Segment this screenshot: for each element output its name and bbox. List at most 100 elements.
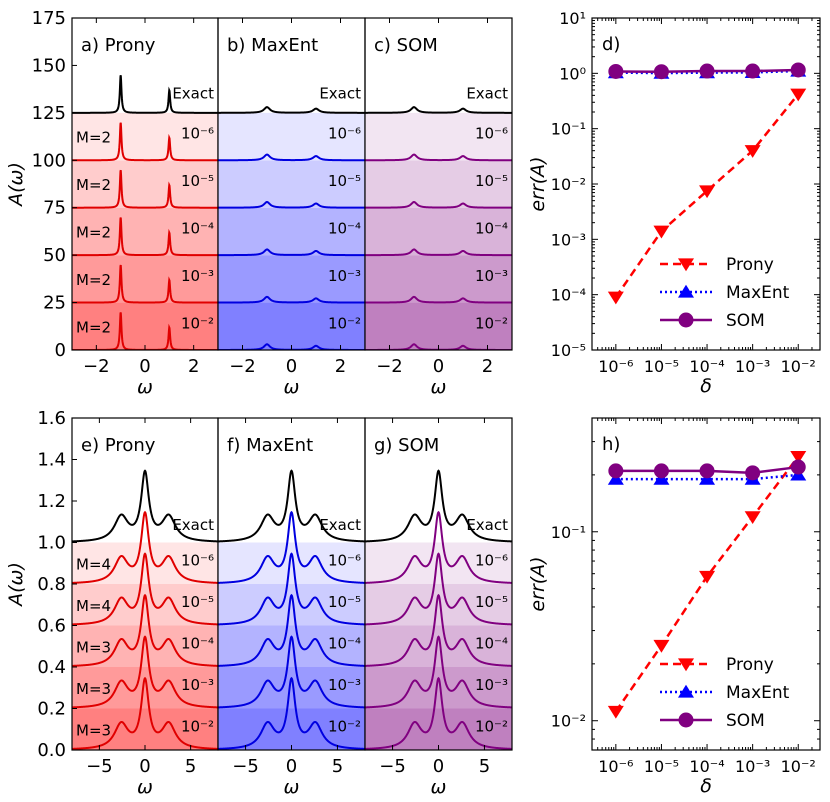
noise-band-2 (218, 255, 365, 303)
x-axis-label: ω (137, 776, 153, 798)
noise-level-label: 10⁻⁴ (475, 634, 508, 652)
noise-band-3 (72, 625, 218, 667)
exact-curve (218, 106, 365, 114)
y-tick-label: 0.8 (37, 574, 66, 595)
noise-band-4 (72, 160, 218, 208)
x-tick-label: −5 (379, 756, 406, 777)
spectrum-curve-4 (72, 552, 218, 626)
model-order-label: M=4 (76, 597, 111, 615)
spectrum-curve-4 (218, 552, 365, 626)
noise-level-label: 10⁻⁶ (181, 551, 214, 569)
plot-area (218, 469, 365, 750)
noise-level-label: 10⁻⁵ (181, 172, 214, 190)
noise-level-label: 10⁻³ (181, 267, 214, 285)
noise-level-label: 10⁻⁶ (475, 551, 508, 569)
noise-level-label: 10⁻² (181, 717, 214, 735)
x-tick-label: 5 (479, 756, 490, 777)
marker-triangle-down (678, 658, 694, 672)
noise-band-4 (218, 584, 365, 626)
panel-label: d) (602, 34, 620, 55)
y-axis-label: A(ω) (5, 562, 27, 608)
noise-band-4 (365, 584, 512, 626)
series-prony (607, 88, 807, 305)
model-order-label: M=2 (76, 318, 111, 336)
model-order-label: M=4 (76, 555, 111, 573)
spectrum-curve-2 (365, 635, 512, 709)
model-order-label: M=2 (76, 129, 111, 147)
y-tick-label: 125 (32, 103, 66, 124)
x-tick-label: 0 (286, 756, 297, 777)
exact-curve (218, 469, 365, 543)
noise-level-label: 10⁻³ (475, 676, 508, 694)
spectrum-curve-2 (72, 264, 218, 304)
model-order-label: M=3 (76, 721, 111, 739)
exact-curve (365, 106, 512, 114)
x-tick-label: 10⁻³ (735, 757, 770, 776)
exact-label: Exact (172, 516, 214, 534)
noise-band-3 (365, 625, 512, 667)
y-tick-label: 1.6 (37, 408, 66, 429)
spectrum-curve-1 (365, 676, 512, 750)
noise-band-1 (365, 302, 512, 350)
x-tick-label: 2 (188, 356, 199, 377)
noise-band-3 (218, 625, 365, 667)
noise-level-label: 10⁻² (328, 717, 361, 735)
y-tick-label: 10⁻⁵ (551, 341, 586, 360)
exact-curve (72, 75, 218, 114)
noise-band-1 (218, 302, 365, 350)
noise-level-label: 10⁻⁶ (328, 125, 361, 143)
y-tick-label: 150 (32, 55, 66, 76)
y-tick-label: 0.4 (37, 657, 66, 678)
marker-circle (653, 64, 669, 80)
noise-band-5 (365, 542, 512, 584)
noise-level-label: 10⁻⁵ (328, 172, 361, 190)
marker-triangle-down (699, 570, 716, 584)
panel-label: c) SOM (374, 35, 438, 56)
y-tick-label: 175 (32, 8, 66, 29)
plot-area (218, 106, 365, 350)
noise-band-5 (72, 112, 218, 161)
noise-level-label: 10⁻² (181, 314, 214, 332)
x-tick-label: 10⁻³ (735, 357, 770, 376)
noise-level-label: 10⁻² (475, 314, 508, 332)
y-tick-label: 1.4 (37, 450, 66, 471)
x-tick-label: 5 (332, 756, 343, 777)
spectrum-curve-2 (218, 635, 365, 709)
marker-circle (699, 463, 715, 479)
x-axis-label: δ (700, 775, 712, 797)
noise-band-2 (365, 255, 512, 303)
exact-label: Exact (466, 85, 508, 103)
marker-circle (745, 63, 761, 79)
x-tick-label: 10⁻² (781, 357, 816, 376)
x-tick-label: 0 (286, 356, 297, 377)
series-prony (607, 450, 807, 719)
noise-level-label: 10⁻⁴ (475, 219, 508, 237)
y-tick-label: 10⁻¹ (551, 120, 586, 139)
noise-band-2 (72, 667, 218, 709)
noise-level-label: 10⁻⁵ (475, 593, 508, 611)
x-tick-label: 5 (185, 756, 196, 777)
spectrum-curve-5 (218, 153, 365, 162)
x-tick-label: −5 (86, 756, 113, 777)
legend: Prony MaxEnt SOM (660, 655, 790, 731)
panel-label: a) Prony (81, 35, 156, 56)
legend-entry: MaxEnt (726, 683, 790, 703)
x-axis-label: ω (431, 376, 447, 398)
panel-label: f) MaxEnt (227, 435, 313, 456)
spectrum-curve-3 (218, 593, 365, 667)
series-som (608, 62, 806, 80)
marker-triangle-up (678, 684, 694, 698)
spectrum-curve-1 (72, 676, 218, 750)
exact-curve (365, 469, 512, 543)
noise-band-4 (365, 160, 512, 208)
spectrum-curve-3 (72, 593, 218, 667)
exact-label: Exact (319, 516, 361, 534)
y-tick-label: 10⁻¹ (551, 523, 586, 542)
noise-level-label: 10⁻⁴ (181, 634, 214, 652)
noise-level-label: 10⁻³ (181, 676, 214, 694)
x-axis-label: δ (700, 375, 712, 397)
noise-level-label: 10⁻⁵ (475, 172, 508, 190)
noise-band-1 (365, 708, 512, 750)
x-tick-label: −2 (376, 356, 403, 377)
